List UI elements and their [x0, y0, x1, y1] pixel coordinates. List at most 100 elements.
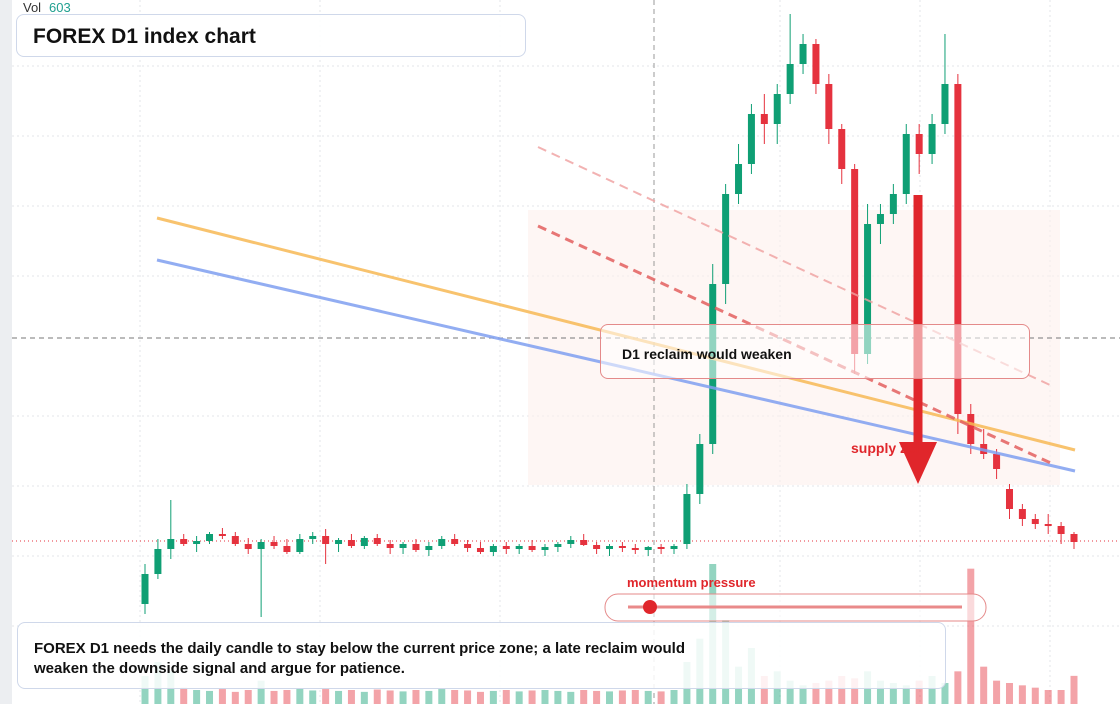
chart-title: FOREX D1 index chart: [33, 25, 256, 48]
candle-body: [502, 546, 510, 549]
volume-bar: [412, 690, 420, 704]
volume-bar: [438, 689, 446, 704]
candle-body: [464, 544, 472, 548]
candle-body: [283, 546, 291, 552]
arrow-head: [899, 442, 937, 484]
candle-body: [193, 541, 201, 544]
candle-body: [683, 494, 691, 544]
candle-body: [670, 546, 678, 549]
volume-bar: [593, 690, 601, 704]
candle-body: [1031, 519, 1039, 524]
candle-body: [967, 414, 975, 444]
volume-bar: [941, 683, 949, 704]
volume-bar: [786, 680, 794, 704]
candle-body: [735, 164, 743, 194]
resistance-line: [537, 224, 1056, 467]
volume-bar: [967, 568, 975, 704]
volume-bar: [541, 690, 549, 704]
candle-body: [567, 540, 575, 544]
candle-body: [231, 536, 239, 544]
candle-body: [451, 539, 459, 544]
volume-bar: [902, 685, 910, 704]
zone-label: D1 reclaim would weaken: [622, 346, 792, 362]
volume-bar: [206, 690, 214, 704]
title-box: FOREX D1 index chart: [16, 14, 526, 57]
candle-body: [786, 64, 794, 94]
volume-bar: [386, 690, 394, 704]
volume-bar: [993, 680, 1001, 704]
volume-bar: [1005, 683, 1013, 704]
volume-bar: [554, 690, 562, 704]
note: FOREX D1 needs the daily candle to stay …: [34, 640, 686, 677]
candle-body: [851, 169, 859, 354]
volume-bar: [296, 688, 304, 704]
volume-bar: [360, 691, 368, 704]
candle-body: [722, 194, 730, 284]
volume-bar: [180, 687, 188, 704]
volume-bar: [928, 676, 936, 704]
candle-body: [1018, 509, 1026, 519]
candle-body: [760, 114, 768, 124]
volume-bar: [851, 678, 859, 704]
volume-bar: [322, 689, 330, 704]
volume-bar: [657, 691, 665, 704]
volume-bar: [425, 690, 433, 704]
volume-bar: [954, 671, 962, 704]
volume-bar: [270, 690, 278, 704]
candle-body: [696, 444, 704, 494]
volume-bar: [464, 690, 472, 704]
volume-bar: [373, 689, 381, 704]
volume-bar: [1044, 690, 1052, 704]
candle-body: [296, 539, 304, 552]
volume-bar: [618, 690, 626, 704]
volume-value: 603: [49, 0, 71, 15]
zone-box: D1 reclaim would weaken: [600, 324, 1030, 379]
candle-body: [825, 84, 833, 129]
volume-bar: [283, 690, 291, 704]
candle-body: [180, 539, 188, 544]
volume-bar: [489, 690, 497, 704]
candle-body: [309, 536, 317, 539]
volume-label: Vol: [23, 0, 41, 15]
candle-body: [1044, 524, 1052, 526]
volume-bar: [309, 690, 317, 704]
left-strip: [0, 0, 12, 704]
candle-body: [386, 544, 394, 548]
candle-body: [154, 549, 162, 574]
volume-bar: [257, 680, 265, 704]
momentum-label: momentum pressure: [627, 575, 756, 590]
volume-bar: [1070, 675, 1078, 704]
supply-label: supply zone: [851, 440, 932, 456]
candle-body: [915, 134, 923, 154]
candle-body: [838, 129, 846, 169]
candle-body: [244, 544, 252, 549]
volume-bar: [335, 690, 343, 704]
volume-bar: [528, 690, 536, 704]
candle-body: [889, 194, 897, 214]
note-box: FOREX D1 needs the daily candle to stay …: [17, 622, 946, 689]
candle-body: [206, 534, 214, 541]
candle-body: [347, 540, 355, 546]
volume-bar: [141, 676, 149, 704]
volume-bar: [218, 689, 226, 704]
candle-body: [1057, 526, 1065, 534]
volume-bar: [915, 680, 923, 704]
candle-body: [167, 539, 175, 549]
candle-body: [593, 545, 601, 549]
candle-body: [618, 546, 626, 548]
candle-body: [773, 94, 781, 124]
volume-bar: [502, 690, 510, 704]
volume-bar: [451, 690, 459, 704]
volume-bar: [1018, 685, 1026, 704]
volume-bar: [876, 680, 884, 704]
candle-body: [373, 538, 381, 544]
candle-body: [399, 544, 407, 548]
candle-body: [812, 44, 820, 84]
volume-bar: [606, 691, 613, 704]
candle-body: [257, 542, 265, 549]
candle-body: [515, 546, 523, 549]
candle-body: [631, 548, 639, 550]
candle-body: [218, 534, 226, 536]
candle-body: [928, 124, 936, 154]
